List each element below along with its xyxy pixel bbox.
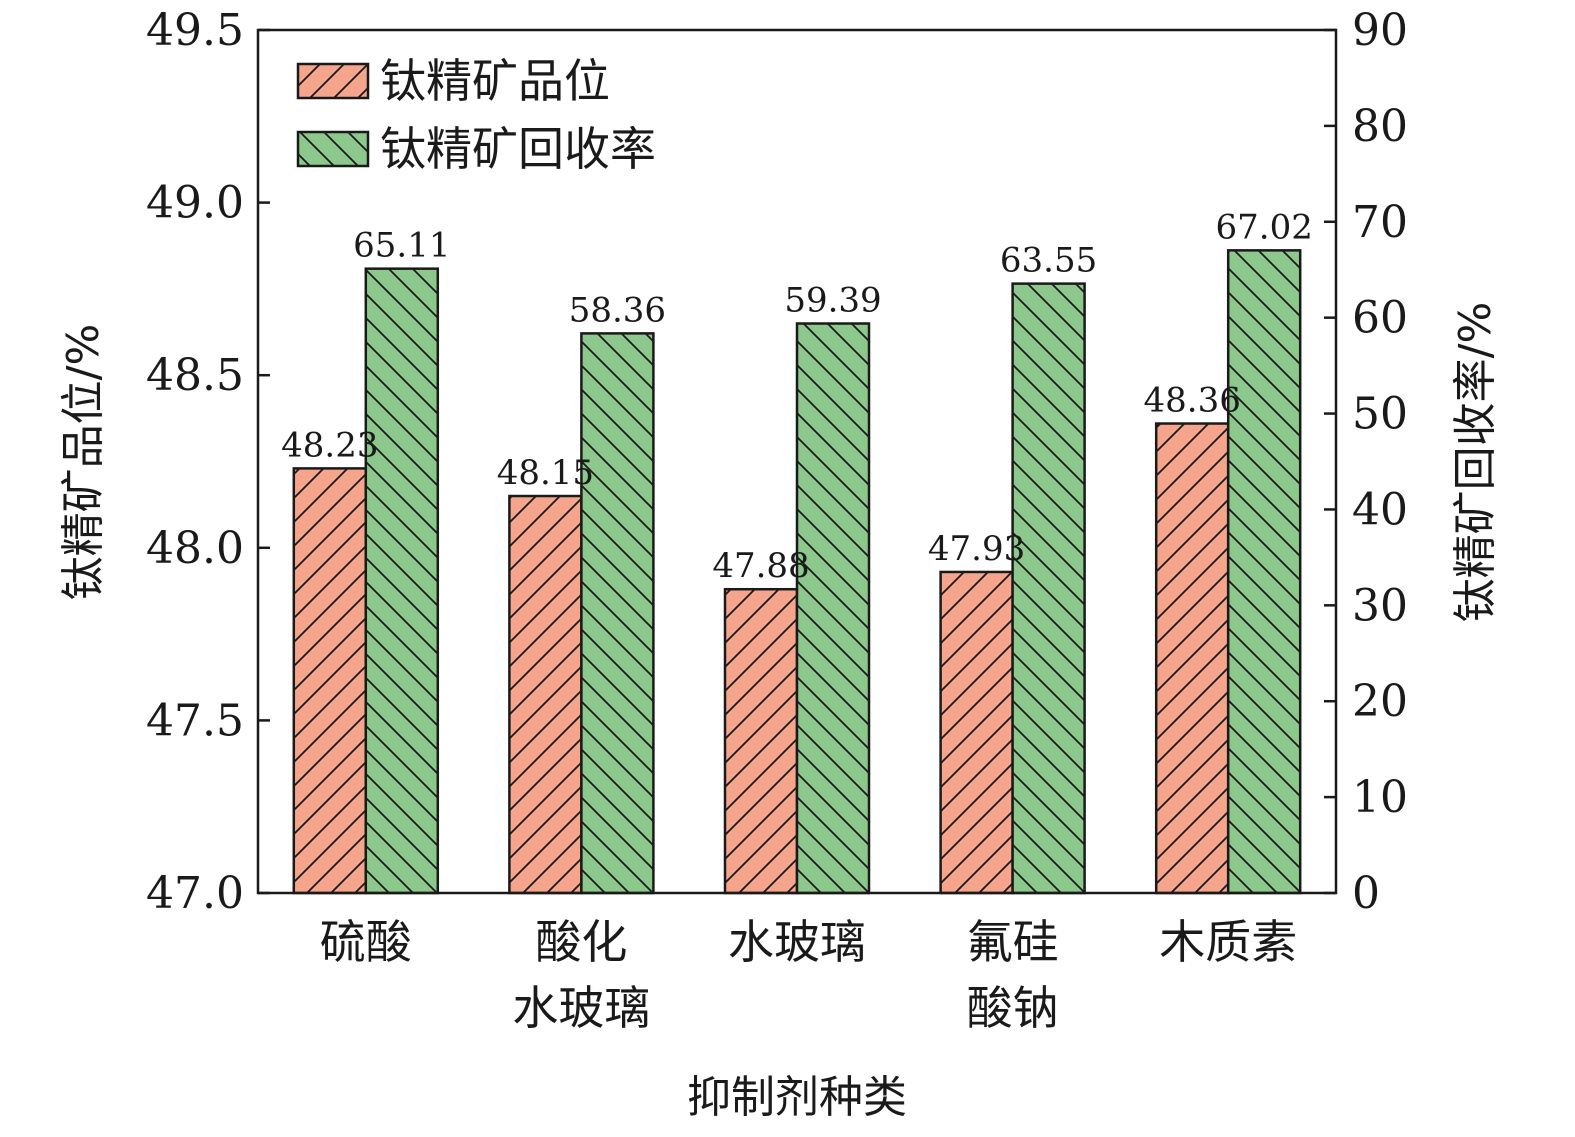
category-label: 水玻璃 xyxy=(512,981,650,1035)
right-tick-label: 60 xyxy=(1352,293,1408,344)
category-label: 木质素 xyxy=(1159,915,1297,969)
bar-grade xyxy=(939,570,1014,895)
right-tick-label: 10 xyxy=(1352,772,1408,823)
category-label: 硫酸 xyxy=(320,915,412,969)
category-label: 氟硅 xyxy=(967,915,1059,969)
bar-grade xyxy=(508,494,583,895)
right-tick-label: 30 xyxy=(1352,580,1408,631)
legend: 钛精矿品位 钛精矿回收率 xyxy=(296,54,656,176)
bar-recovery xyxy=(1011,282,1086,895)
left-tick-label: 49.5 xyxy=(146,5,244,56)
plot-frame xyxy=(256,28,1338,895)
data-label-grade: 47.88 xyxy=(712,546,809,586)
left-axis-ticks: 47.0 47.5 48.0 48.5 49.0 49.5 xyxy=(146,5,270,919)
left-tick-label: 48.5 xyxy=(146,350,244,401)
legend-swatch-grade xyxy=(296,62,370,100)
right-axis-ticks: 0 10 20 30 40 50 60 70 80 90 xyxy=(1324,5,1408,919)
data-label-grade: 48.23 xyxy=(281,425,378,465)
data-label-recovery: 65.11 xyxy=(353,226,450,266)
right-axis-title: 钛精矿回收率/% xyxy=(1450,302,1501,623)
legend-swatch-recovery xyxy=(296,130,370,168)
category-label: 酸钠 xyxy=(967,981,1059,1035)
data-labels-group: 48.23 65.11 48.15 58.36 47.88 59.39 47.93 63.55… xyxy=(281,207,1313,586)
bar-recovery xyxy=(364,267,440,895)
bars-group xyxy=(292,249,1302,895)
left-axis-title: 钛精矿品位/% xyxy=(58,324,109,601)
right-tick-label: 50 xyxy=(1352,389,1408,440)
right-tick-label: 70 xyxy=(1352,197,1408,248)
data-label-recovery: 58.36 xyxy=(569,290,666,330)
bar-recovery xyxy=(1226,249,1302,895)
bar-recovery xyxy=(580,332,655,895)
right-tick-label: 20 xyxy=(1352,676,1408,727)
data-label-recovery: 67.02 xyxy=(1216,207,1313,247)
right-tick-label: 90 xyxy=(1352,5,1408,56)
right-tick-label: 40 xyxy=(1352,484,1408,535)
data-label-grade: 48.15 xyxy=(497,453,594,493)
left-tick-label: 47.5 xyxy=(146,695,244,746)
category-label: 酸化 xyxy=(535,915,627,969)
legend-label-recovery: 钛精矿回收率 xyxy=(380,122,656,176)
bar-recovery xyxy=(795,322,871,895)
data-label-recovery: 63.55 xyxy=(1000,241,1097,281)
data-label-grade: 47.93 xyxy=(928,529,1025,569)
bar-grade xyxy=(292,467,368,895)
x-axis-title: 抑制剂种类 xyxy=(687,1072,907,1123)
left-tick-label: 47.0 xyxy=(146,868,244,919)
left-tick-label: 49.0 xyxy=(146,178,244,229)
right-tick-label: 0 xyxy=(1352,868,1380,919)
bar-grade xyxy=(1154,422,1230,895)
data-label-grade: 48.36 xyxy=(1144,381,1241,421)
left-tick-label: 48.0 xyxy=(146,523,244,574)
legend-label-grade: 钛精矿品位 xyxy=(380,54,610,108)
right-tick-label: 80 xyxy=(1352,101,1408,152)
data-label-recovery: 59.39 xyxy=(784,281,881,321)
bar-grade xyxy=(723,587,799,895)
category-label: 水玻璃 xyxy=(728,915,866,969)
